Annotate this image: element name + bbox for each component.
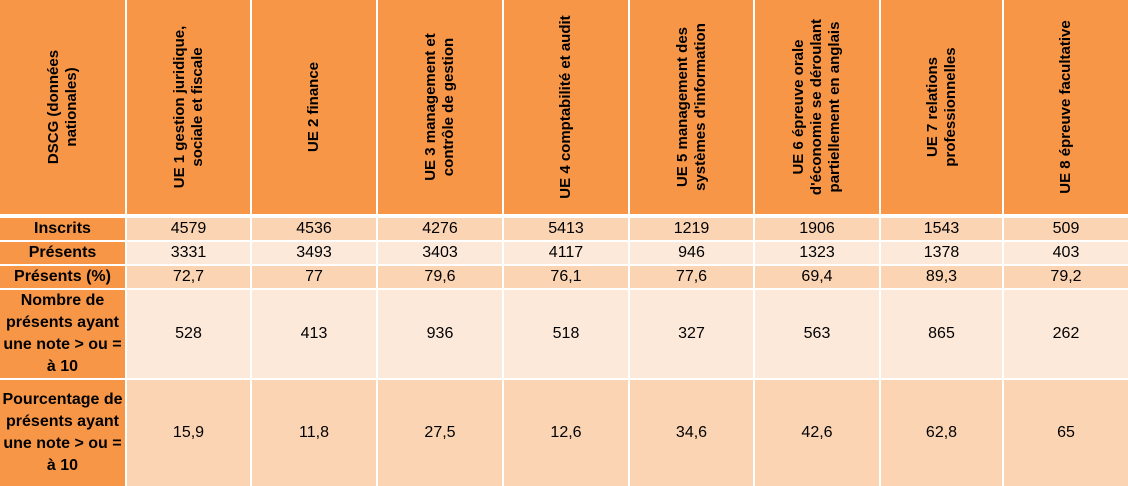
table-cell: 3403 bbox=[377, 241, 504, 266]
column-header: UE 8 épreuve facultative bbox=[1003, 0, 1128, 214]
table-cell: 3493 bbox=[251, 241, 378, 266]
table-cell: 34,6 bbox=[629, 379, 755, 486]
table-cell: 413 bbox=[251, 289, 378, 380]
column-header: UE 6 épreuve orale d'économie se déroula… bbox=[754, 0, 881, 214]
table-cell: 89,3 bbox=[880, 265, 1004, 290]
table-cell: 62,8 bbox=[880, 379, 1004, 486]
table-cell: 403 bbox=[1003, 241, 1128, 266]
table-cell: 76,1 bbox=[503, 265, 630, 290]
table-row-inscrits: Inscrits 4579 4536 4276 5413 1219 1906 1… bbox=[0, 218, 1128, 242]
column-header: UE 5 management des systèmes d'informati… bbox=[629, 0, 755, 214]
row-header: Inscrits bbox=[0, 218, 127, 242]
table-cell: 4117 bbox=[503, 241, 630, 266]
column-header: UE 3 management et contrôle de gestion bbox=[377, 0, 504, 214]
table-cell: 4579 bbox=[126, 218, 252, 242]
column-header: UE 4 comptabilité et audit bbox=[503, 0, 630, 214]
table-cell: 262 bbox=[1003, 289, 1128, 380]
row-header: Pourcentage de présents ayant une note >… bbox=[0, 379, 127, 486]
table-cell: 12,6 bbox=[503, 379, 630, 486]
table-cell: 1219 bbox=[629, 218, 755, 242]
table-cell: 65 bbox=[1003, 379, 1128, 486]
table-row-presents-pct: Présents (%) 72,7 77 79,6 76,1 77,6 69,4… bbox=[0, 265, 1128, 290]
table-cell: 865 bbox=[880, 289, 1004, 380]
table-row-passing-pct: Pourcentage de présents ayant une note >… bbox=[0, 379, 1128, 486]
table-cell: 1378 bbox=[880, 241, 1004, 266]
column-header: UE 7 relations professionnelles bbox=[880, 0, 1004, 214]
table-cell: 4276 bbox=[377, 218, 504, 242]
table-cell: 4536 bbox=[251, 218, 378, 242]
table-cell: 79,2 bbox=[1003, 265, 1128, 290]
table-cell: 42,6 bbox=[754, 379, 881, 486]
table-cell: 77,6 bbox=[629, 265, 755, 290]
column-header: UE 2 finance bbox=[251, 0, 378, 214]
header-row: DSCG (données nationales) UE 1 gestion j… bbox=[0, 0, 1128, 214]
row-header: Présents bbox=[0, 241, 127, 266]
table-cell: 518 bbox=[503, 289, 630, 380]
table-cell: 5413 bbox=[503, 218, 630, 242]
table-cell: 72,7 bbox=[126, 265, 252, 290]
table-cell: 946 bbox=[629, 241, 755, 266]
table-cell: 563 bbox=[754, 289, 881, 380]
table-cell: 1906 bbox=[754, 218, 881, 242]
table-cell: 1323 bbox=[754, 241, 881, 266]
table-cell: 936 bbox=[377, 289, 504, 380]
table-cell: 3331 bbox=[126, 241, 252, 266]
table-cell: 69,4 bbox=[754, 265, 881, 290]
table-cell: 327 bbox=[629, 289, 755, 380]
row-header: Présents (%) bbox=[0, 265, 127, 290]
row-header: Nombre de présents ayant une note > ou =… bbox=[0, 289, 127, 380]
table-cell: 79,6 bbox=[377, 265, 504, 290]
column-header: UE 1 gestion juridique, sociale et fisca… bbox=[126, 0, 252, 214]
table-cell: 27,5 bbox=[377, 379, 504, 486]
corner-header: DSCG (données nationales) bbox=[0, 0, 127, 214]
table-row-passing-count: Nombre de présents ayant une note > ou =… bbox=[0, 289, 1128, 380]
table-cell: 528 bbox=[126, 289, 252, 380]
header-separator bbox=[0, 214, 1128, 218]
table-cell: 509 bbox=[1003, 218, 1128, 242]
table-cell: 1543 bbox=[880, 218, 1004, 242]
table-cell: 11,8 bbox=[251, 379, 378, 486]
table-cell: 77 bbox=[251, 265, 378, 290]
table-row-presents: Présents 3331 3493 3403 4117 946 1323 13… bbox=[0, 241, 1128, 266]
table-cell: 15,9 bbox=[126, 379, 252, 486]
